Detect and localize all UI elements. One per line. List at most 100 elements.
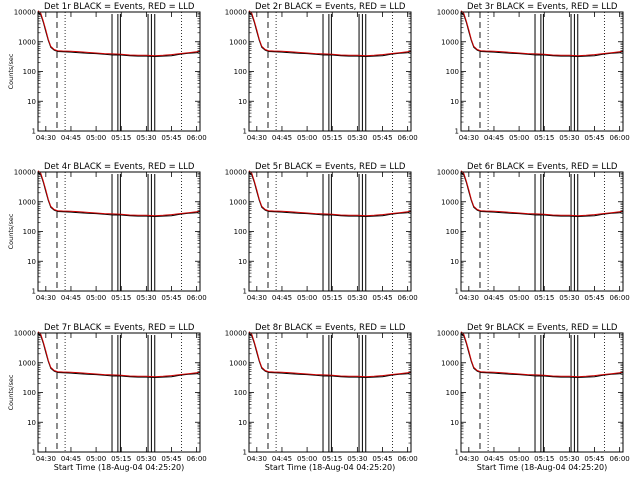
x-tick-label: 04:45 bbox=[272, 455, 292, 463]
x-tick-label: 05:00 bbox=[509, 455, 529, 463]
x-tick-label: 04:45 bbox=[484, 294, 504, 302]
y-tick-label: 10 bbox=[238, 258, 247, 266]
y-tick-label: 1000 bbox=[441, 38, 459, 46]
series-line-events bbox=[248, 172, 412, 218]
x-tick-label: 05:30 bbox=[136, 455, 156, 463]
x-tick-label: 04:30 bbox=[36, 134, 56, 142]
x-tick-label: 05:45 bbox=[584, 294, 604, 302]
y-tick-label: 100 bbox=[234, 228, 247, 236]
series-line-events bbox=[460, 12, 624, 58]
x-tick-label: 05:15 bbox=[534, 294, 554, 302]
x-tick-label: 04:45 bbox=[484, 455, 504, 463]
x-tick-label: 06:00 bbox=[398, 455, 418, 463]
plot-frame bbox=[248, 11, 412, 132]
x-tick-label: 05:00 bbox=[86, 294, 106, 302]
y-tick-label: 100 bbox=[23, 389, 36, 397]
plot-frame bbox=[37, 171, 201, 292]
x-tick-label: 05:15 bbox=[534, 455, 554, 463]
y-tick-label: 10 bbox=[238, 98, 247, 106]
x-tick-label: 04:30 bbox=[247, 134, 267, 142]
y-tick-label: 1 bbox=[243, 449, 247, 457]
x-tick-label: 05:00 bbox=[509, 134, 529, 142]
panel-det-1r: Det 1r BLACK = Events, RED = LLD 1 10 100 10… bbox=[7, 2, 207, 142]
y-tick-label: 10 bbox=[27, 258, 36, 266]
y-tick-label: 10000 bbox=[225, 330, 247, 338]
y-tick-label: 1 bbox=[32, 288, 36, 296]
y-tick-label: 100 bbox=[446, 68, 459, 76]
y-tick-label: 10000 bbox=[14, 169, 36, 177]
y-tick-label: 10000 bbox=[14, 330, 36, 338]
plot-frame bbox=[248, 171, 412, 292]
y-tick-label: 10 bbox=[450, 419, 459, 427]
panel-det-9r: Det 9r BLACK = Events, RED = LLD 1 10 100 10… bbox=[437, 323, 630, 472]
panel-title: Det 7r BLACK = Events, RED = LLD bbox=[44, 323, 195, 333]
y-tick-label: 1 bbox=[455, 449, 459, 457]
x-tick-label: 04:45 bbox=[61, 455, 81, 463]
x-tick-label: 05:15 bbox=[322, 134, 342, 142]
x-tick-label: 04:45 bbox=[61, 134, 81, 142]
x-tick-label: 05:30 bbox=[559, 294, 579, 302]
y-tick-label: 10000 bbox=[437, 9, 459, 17]
y-tick-label: 100 bbox=[234, 68, 247, 76]
x-tick-label: 04:30 bbox=[36, 455, 56, 463]
panel-title: Det 8r BLACK = Events, RED = LLD bbox=[255, 323, 406, 333]
x-tick-label: 06:00 bbox=[187, 455, 207, 463]
panel-title: Det 2r BLACK = Events, RED = LLD bbox=[255, 2, 406, 12]
x-tick-label: 05:15 bbox=[111, 294, 131, 302]
x-tick-label: 05:15 bbox=[111, 134, 131, 142]
plot-frame bbox=[248, 332, 412, 453]
y-tick-label: 10 bbox=[27, 419, 36, 427]
series-line-lld bbox=[248, 170, 412, 217]
x-tick-label: 05:30 bbox=[136, 134, 156, 142]
panel-det-8r: Det 8r BLACK = Events, RED = LLD 1 10 100 10… bbox=[225, 323, 418, 472]
y-tick-label: 1000 bbox=[229, 38, 247, 46]
plot-frame bbox=[37, 11, 201, 132]
panel-det-7r: Det 7r BLACK = Events, RED = LLD 1 10 100 10… bbox=[7, 323, 207, 472]
series-line-lld bbox=[460, 331, 624, 378]
y-tick-label: 100 bbox=[446, 389, 459, 397]
x-tick-label: 06:00 bbox=[398, 294, 418, 302]
y-tick-label: 10000 bbox=[437, 169, 459, 177]
y-tick-label: 10 bbox=[238, 419, 247, 427]
x-tick-label: 05:45 bbox=[372, 134, 392, 142]
x-tick-label: 05:00 bbox=[509, 294, 529, 302]
y-tick-label: 10000 bbox=[437, 330, 459, 338]
y-tick-label: 10000 bbox=[225, 9, 247, 17]
x-tick-label: 05:00 bbox=[86, 455, 106, 463]
y-tick-label: 10000 bbox=[14, 9, 36, 17]
x-tick-label: 06:00 bbox=[187, 134, 207, 142]
x-tick-label: 05:45 bbox=[372, 455, 392, 463]
panel-title: Det 9r BLACK = Events, RED = LLD bbox=[467, 323, 618, 333]
series-line-lld bbox=[460, 170, 624, 217]
series-line-events bbox=[248, 333, 412, 379]
y-axis-label: Counts/sec bbox=[7, 53, 15, 89]
x-tick-label: 04:30 bbox=[247, 455, 267, 463]
y-tick-label: 1 bbox=[32, 449, 36, 457]
x-tick-label: 05:15 bbox=[322, 455, 342, 463]
y-tick-label: 100 bbox=[234, 389, 247, 397]
x-tick-label: 05:00 bbox=[297, 134, 317, 142]
x-tick-label: 06:00 bbox=[610, 294, 630, 302]
plot-frame bbox=[37, 332, 201, 453]
series-line-events bbox=[460, 333, 624, 379]
series-line-events bbox=[37, 333, 201, 379]
y-tick-label: 100 bbox=[446, 228, 459, 236]
x-tick-label: 05:30 bbox=[136, 294, 156, 302]
y-axis-label: Counts/sec bbox=[7, 374, 15, 410]
x-tick-label: 05:15 bbox=[322, 294, 342, 302]
y-tick-label: 1000 bbox=[18, 198, 36, 206]
series-line-lld bbox=[248, 10, 412, 57]
panel-det-4r: Det 4r BLACK = Events, RED = LLD 1 10 100 10… bbox=[7, 162, 207, 302]
panel-title: Det 3r BLACK = Events, RED = LLD bbox=[467, 2, 618, 12]
series-line-lld bbox=[248, 331, 412, 378]
x-tick-label: 04:45 bbox=[272, 294, 292, 302]
y-tick-label: 1 bbox=[243, 288, 247, 296]
series-line-lld bbox=[460, 10, 624, 57]
x-tick-label: 05:45 bbox=[161, 294, 181, 302]
series-line-lld bbox=[37, 10, 201, 57]
x-tick-label: 04:45 bbox=[484, 134, 504, 142]
x-tick-label: 04:45 bbox=[272, 134, 292, 142]
x-axis-label: Start Time (18-Aug-04 04:25:20) bbox=[477, 463, 608, 472]
x-tick-label: 04:30 bbox=[247, 294, 267, 302]
